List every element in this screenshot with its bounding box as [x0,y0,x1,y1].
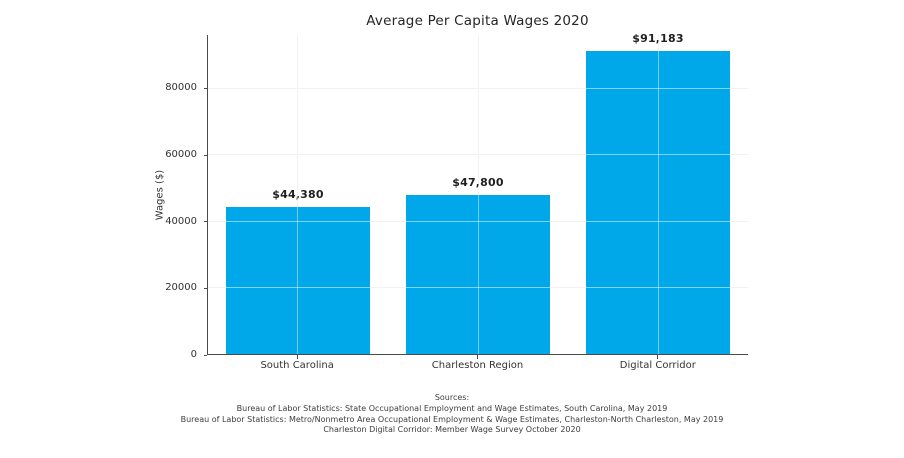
y-tick-label: 0 [190,349,197,360]
gridline-horizontal [208,287,748,289]
y-tick-label: 40000 [165,215,197,227]
x-tick-label-digital-corridor: Digital Corridor [619,360,696,371]
source-line: Bureau of Labor Statistics: Metro/Nonmet… [180,414,724,424]
plot-area: $44,380 $47,800 $91,183 [207,32,748,355]
gridline-horizontal [208,154,748,156]
y-tick-label: 20000 [165,282,197,294]
y-tick-mark [203,87,207,89]
bar-value-label: $91,183 [632,32,684,46]
y-tick-label: 60000 [165,149,197,160]
gridline-horizontal [208,87,748,89]
y-axis: 0 20000 40000 60000 80000 [0,35,207,360]
bar-slot-digital-corridor: $91,183 [586,32,730,354]
source-notes: Sources: Bureau of Labor Statistics: Sta… [0,393,904,436]
x-tick-label-charleston-region: Charleston Region [431,360,524,371]
y-tick-label: 80000 [165,82,197,94]
bar-value-label: $44,380 [272,187,324,201]
source-line: Sources: [434,393,470,402]
y-tick-mark [203,354,207,356]
bar-south-carolina [226,206,370,354]
bar-value-label: $47,800 [452,176,504,190]
gridline-vertical [477,35,479,354]
y-tick-mark [203,154,207,156]
bar-charleston-region [406,195,550,354]
y-tick-mark [203,287,207,289]
gridline-vertical [297,35,299,354]
chart-title: Average Per Capita Wages 2020 [366,13,589,29]
source-line: Charleston Digital Corridor: Member Wage… [323,425,581,435]
x-tick-mark [657,355,659,359]
gridline-horizontal [208,220,748,222]
y-tick-mark [203,221,207,223]
gridline-vertical [297,35,299,354]
gridline-vertical [477,35,479,354]
x-tick-label-south-carolina: South Carolina [260,360,334,371]
x-tick-mark [477,355,478,359]
gridline-vertical [657,35,659,354]
x-axis: South Carolina Charleston Region Digital C… [207,355,748,377]
source-line: Bureau of Labor Statistics: State Occupa… [236,403,668,413]
bar-slot-south-carolina: $44,380 [226,35,370,354]
bar-digital-corridor [586,51,730,354]
bar-slot-charleston-region: $47,800 [406,35,550,354]
x-tick-mark [296,355,298,359]
